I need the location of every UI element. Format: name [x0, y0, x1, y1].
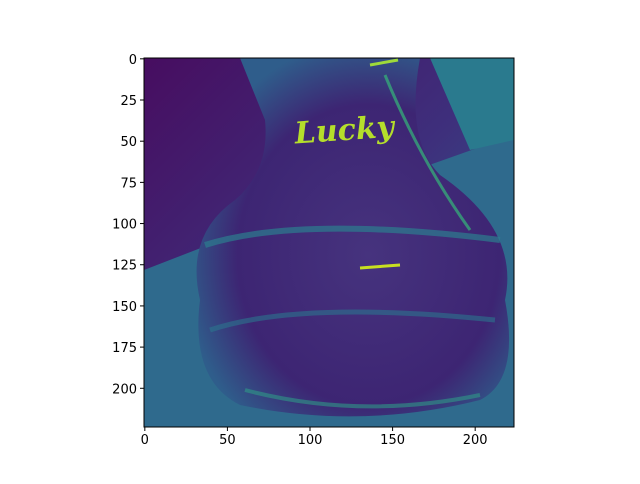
wall [430, 58, 514, 150]
x-tick-label: 100 [298, 433, 323, 448]
y-tick-label: 75 [120, 176, 137, 191]
y-tick-label: 100 [112, 218, 137, 233]
axes-frame [143, 57, 515, 428]
image-text: Lucky [293, 109, 398, 151]
highlight [209, 309, 496, 333]
x-tick-label: 50 [219, 433, 236, 448]
y-tick-label: 50 [120, 135, 137, 150]
highlight [383, 74, 472, 231]
y-tick-label: 200 [112, 382, 137, 397]
image: Lucky [144, 58, 514, 427]
y-tick-label: 25 [120, 94, 137, 109]
y-tick-label: 175 [112, 341, 137, 356]
bottle [196, 58, 510, 417]
highlight [369, 58, 399, 67]
x-tick-label: 150 [380, 433, 405, 448]
y-tick-label: 150 [112, 300, 137, 315]
highlight [244, 388, 481, 409]
highlight [204, 225, 501, 248]
highlight [359, 263, 401, 270]
x-tick-label: 200 [463, 433, 488, 448]
x-tick-label: 0 [141, 433, 149, 448]
y-tick-label: 125 [112, 259, 137, 274]
y-tick-label: 0 [129, 53, 137, 68]
